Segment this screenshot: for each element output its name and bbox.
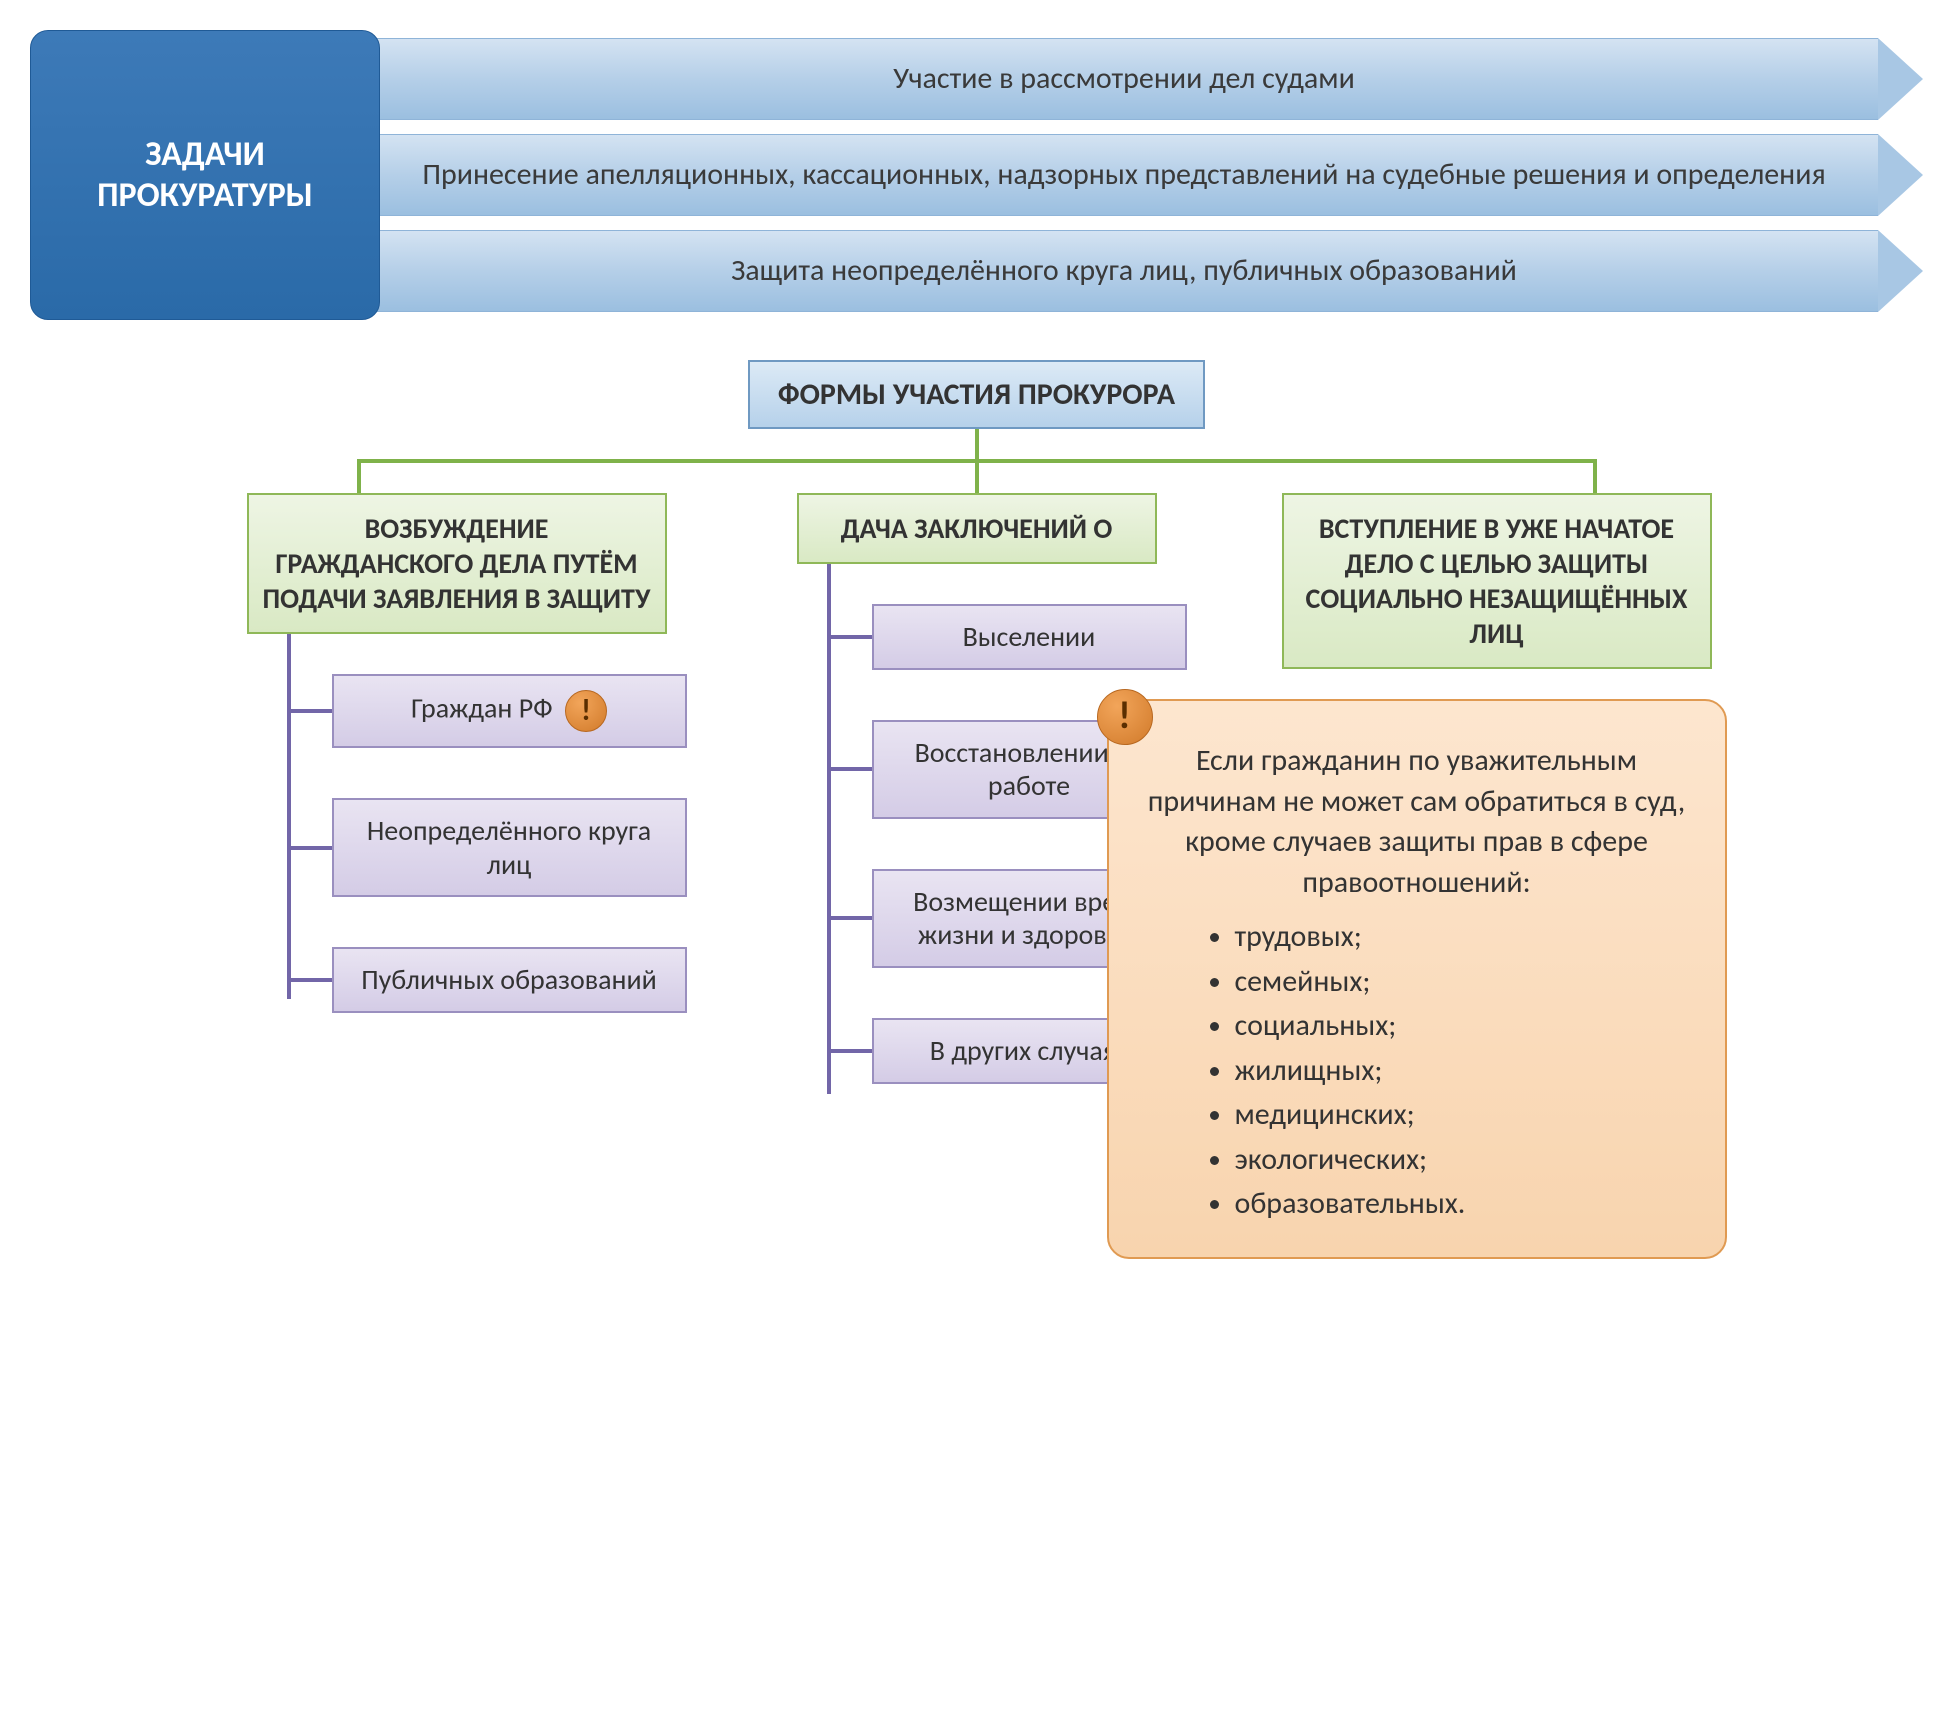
purple-item-box: Публичных образований bbox=[332, 947, 687, 1013]
tasks-title-text: ЗАДАЧИ ПРОКУРАТУРЫ bbox=[51, 134, 359, 216]
task-arrow-text: Принесение апелляционных, кассационных, … bbox=[422, 158, 1825, 193]
connector-line bbox=[827, 916, 872, 920]
forms-branches-row: ВОЗБУЖДЕНИЕ ГРАЖДАНСКОГО ДЕЛА ПУТЁМ ПОДА… bbox=[227, 493, 1727, 1259]
tasks-section: ЗАДАЧИ ПРОКУРАТУРЫ Участие в рассмотрени… bbox=[30, 30, 1923, 320]
connector-line bbox=[1593, 459, 1597, 493]
branch-title-text: ВОЗБУЖДЕНИЕ ГРАЖДАНСКОГО ДЕЛА ПУТЁМ ПОДА… bbox=[263, 511, 651, 616]
purple-item-box: Граждан РФ ! bbox=[332, 674, 687, 748]
note-bullet: трудовых; bbox=[1235, 917, 1689, 958]
item-text: Публичных образований bbox=[361, 962, 657, 997]
branch-title-box: ДАЧА ЗАКЛЮЧЕНИЙ О bbox=[797, 493, 1157, 564]
list-item: Выселении bbox=[872, 604, 1187, 670]
note-box: ! Если гражданин по уважительным причина… bbox=[1107, 699, 1727, 1259]
list-item: Публичных образований bbox=[332, 947, 687, 1013]
connector-line bbox=[287, 634, 291, 999]
form-branch: ВОЗБУЖДЕНИЕ ГРАЖДАНСКОГО ДЕЛА ПУТЁМ ПОДА… bbox=[227, 493, 687, 1259]
note-bullet: социальных; bbox=[1235, 1006, 1689, 1047]
branch-title-box: ВОЗБУЖДЕНИЕ ГРАЖДАНСКОГО ДЕЛА ПУТЁМ ПОДА… bbox=[247, 493, 667, 634]
connector-line bbox=[827, 635, 872, 639]
note-intro: Если гражданин по уважительным причинам … bbox=[1145, 741, 1689, 903]
connector-area bbox=[227, 459, 1727, 493]
form-branch: ВСТУПЛЕНИЕ В УЖЕ НАЧАТОЕ ДЕЛО С ЦЕЛЬЮ ЗА… bbox=[1267, 493, 1727, 1259]
connector-line bbox=[287, 709, 332, 713]
branch-title-box: ВСТУПЛЕНИЕ В УЖЕ НАЧАТОЕ ДЕЛО С ЦЕЛЬЮ ЗА… bbox=[1282, 493, 1712, 669]
connector-line bbox=[357, 459, 361, 493]
task-arrow-text: Защита неопределённого круга лиц, публич… bbox=[731, 254, 1517, 289]
branch-title-text: ДАЧА ЗАКЛЮЧЕНИЙ О bbox=[841, 511, 1113, 546]
chevron-right-icon bbox=[1878, 38, 1923, 120]
exclamation-icon: ! bbox=[1097, 689, 1153, 745]
note-bullet: образовательных. bbox=[1235, 1184, 1689, 1225]
tasks-arrows: Участие в рассмотрении дел судами Принес… bbox=[370, 30, 1923, 320]
forms-title-box: ФОРМЫ УЧАСТИЯ ПРОКУРОРА bbox=[748, 360, 1205, 429]
item-text: В других случаях bbox=[930, 1033, 1128, 1068]
task-arrow-text: Участие в рассмотрении дел судами bbox=[893, 62, 1355, 97]
connector-line bbox=[827, 1049, 872, 1053]
connector-line bbox=[975, 459, 979, 493]
note-bullet: медицинских; bbox=[1235, 1095, 1689, 1136]
branch-items: Граждан РФ ! Неопределённого круга лиц П… bbox=[267, 634, 687, 1063]
connector-line bbox=[287, 846, 332, 850]
purple-item-box: Неопределённого круга лиц bbox=[332, 798, 687, 897]
exclamation-icon: ! bbox=[565, 690, 607, 732]
connector-line bbox=[287, 978, 332, 982]
list-item: Неопределённого круга лиц bbox=[332, 798, 687, 897]
purple-item-box: Выселении bbox=[872, 604, 1187, 670]
note-intro-text: Если гражданин по уважительным причинам … bbox=[1148, 742, 1685, 901]
forms-tree: ФОРМЫ УЧАСТИЯ ПРОКУРОРА ВОЗБУЖДЕНИЕ ГРАЖ… bbox=[30, 360, 1923, 1259]
note-bullet: экологических; bbox=[1235, 1140, 1689, 1181]
chevron-right-icon bbox=[1878, 230, 1923, 312]
task-arrow: Защита неопределённого круга лиц, публич… bbox=[370, 230, 1923, 312]
connector-line bbox=[827, 767, 872, 771]
item-text: Граждан РФ bbox=[411, 691, 553, 726]
task-arrow: Участие в рассмотрении дел судами bbox=[370, 38, 1923, 120]
connector-line bbox=[827, 564, 831, 1094]
list-item: Граждан РФ ! bbox=[332, 674, 687, 748]
note-bullet: семейных; bbox=[1235, 962, 1689, 1003]
note-bullet: жилищных; bbox=[1235, 1051, 1689, 1092]
connector-line bbox=[975, 429, 979, 459]
chevron-right-icon bbox=[1878, 134, 1923, 216]
tasks-title-box: ЗАДАЧИ ПРОКУРАТУРЫ bbox=[30, 30, 380, 320]
branch-title-text: ВСТУПЛЕНИЕ В УЖЕ НАЧАТОЕ ДЕЛО С ЦЕЛЬЮ ЗА… bbox=[1306, 511, 1688, 651]
note-bullet-list: трудовых; семейных; социальных; жилищных… bbox=[1145, 917, 1689, 1225]
item-text: Выселении bbox=[963, 619, 1096, 654]
forms-title-text: ФОРМЫ УЧАСТИЯ ПРОКУРОРА bbox=[778, 376, 1175, 413]
task-arrow: Принесение апелляционных, кассационных, … bbox=[370, 134, 1923, 216]
item-text: Неопределённого круга лиц bbox=[367, 813, 651, 882]
